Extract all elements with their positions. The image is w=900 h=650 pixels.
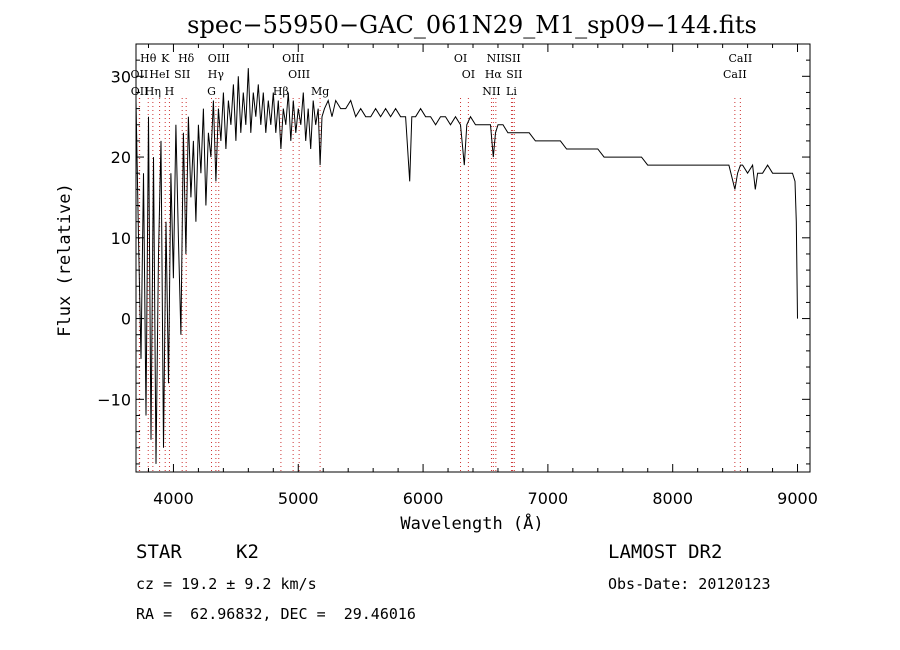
line-marker-label: SII — [504, 52, 520, 65]
x-axis-label: Wavelength (Å) — [400, 512, 543, 534]
line-marker-label: SII — [506, 68, 522, 81]
x-tick-label: 6000 — [403, 489, 444, 508]
x-axis-ticks: 4000 5000 6000 7000 8000 9000 — [147, 44, 818, 508]
line-marker-label: NII — [487, 52, 505, 65]
x-tick-label: 8000 — [652, 489, 693, 508]
line-marker-label: CaII — [729, 52, 753, 65]
line-marker-label: Hδ — [178, 52, 195, 65]
line-marker-label: H — [165, 85, 175, 98]
line-marker-label: OIII — [288, 68, 310, 81]
y-tick-label: −10 — [97, 390, 131, 409]
line-marker-label: Hθ — [140, 52, 157, 65]
y-tick-label: 30 — [111, 67, 131, 86]
line-marker-label: K — [161, 52, 170, 65]
line-markers — [138, 98, 741, 472]
y-tick-label: 0 — [121, 310, 131, 329]
line-marker-label: Hβ — [273, 85, 289, 98]
x-tick-label: 7000 — [528, 489, 569, 508]
line-marker-label: OIII — [282, 52, 304, 65]
x-tick-label: 9000 — [777, 489, 818, 508]
line-marker-label: Hη — [145, 85, 161, 98]
observation-date: Obs-Date: 20120123 — [608, 575, 771, 593]
redshift-cz: cz = 19.2 ± 9.2 km/s — [136, 575, 317, 593]
line-marker-label: NII — [482, 85, 500, 98]
ra-dec-coordinates: RA = 62.96832, DEC = 29.46016 — [136, 605, 416, 623]
line-marker-label: Hα — [485, 68, 503, 81]
x-tick-label: 4000 — [153, 489, 194, 508]
line-marker-label: OI — [462, 68, 475, 81]
object-class: STAR — [136, 541, 182, 563]
object-subclass: K2 — [236, 541, 259, 563]
y-axis-label: Flux (relative) — [55, 183, 75, 337]
y-tick-label: 10 — [111, 229, 131, 248]
line-marker-label: OIII — [208, 52, 230, 65]
line-marker-label: SII — [174, 68, 190, 81]
y-axis-ticks: −10 0 10 20 30 — [97, 43, 810, 465]
line-marker-label: Mg — [311, 85, 329, 98]
line-marker-label: OII — [131, 68, 149, 81]
survey-name: LAMOST DR2 — [608, 541, 723, 563]
line-marker-label: Hγ — [208, 68, 225, 81]
spectrum-line — [135, 68, 798, 464]
line-marker-label: OI — [454, 52, 467, 65]
x-tick-label: 5000 — [278, 489, 319, 508]
line-marker-label: CaII — [723, 68, 747, 81]
y-tick-label: 20 — [111, 148, 131, 167]
chart-title: spec−55950−GAC_061N29_M1_sp09−144.fits — [187, 11, 757, 39]
line-marker-label: Li — [506, 85, 517, 98]
line-marker-label: HeI — [149, 68, 169, 81]
line-marker-label: G — [207, 85, 216, 98]
line-marker-label: OII — [131, 85, 149, 98]
